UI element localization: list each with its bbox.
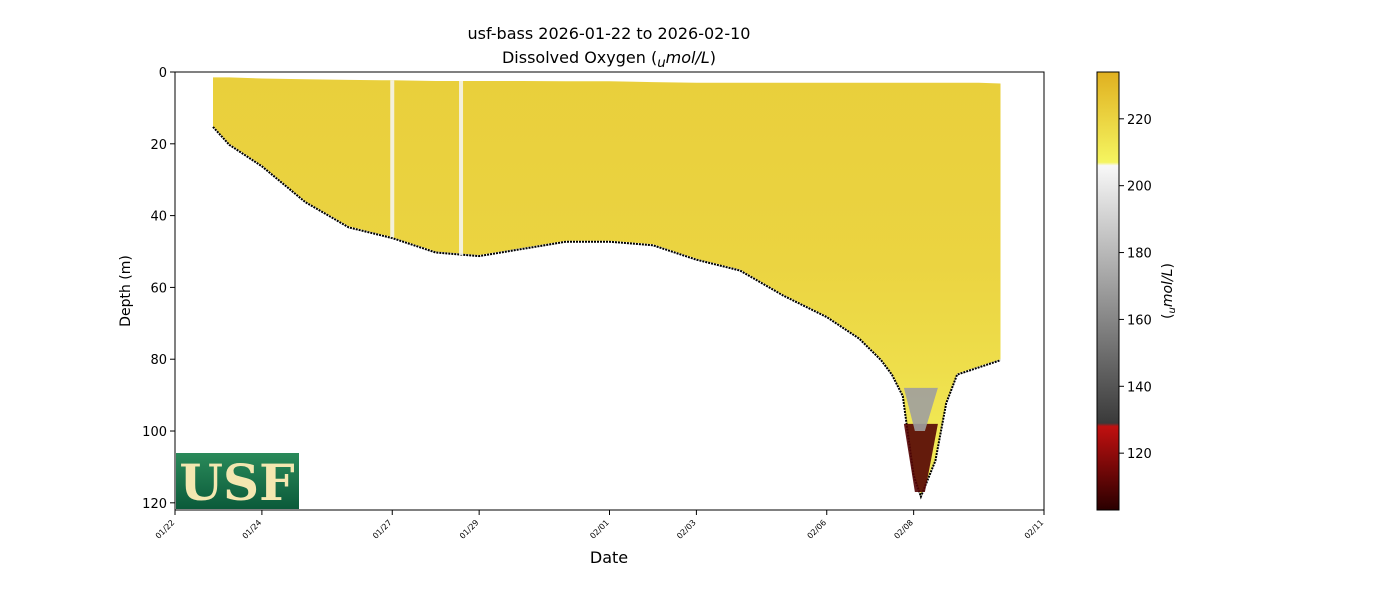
data-layer	[212, 77, 1001, 500]
low-oxygen-pocket	[903, 423, 938, 493]
x-tick-label: 02/08	[892, 518, 915, 541]
chart-subtitle-unit: mol/L	[665, 48, 710, 67]
colorbar-tick-label: 220	[1127, 113, 1152, 128]
colorbar: 120 140 160 180 200 220	[1096, 71, 1152, 511]
streak-band	[390, 80, 395, 238]
x-tick-label: 02/11	[1023, 518, 1046, 541]
y-tick-label: 20	[150, 138, 167, 153]
chart-subtitle-main: Dissolved Oxygen (	[501, 48, 658, 67]
oxygen-section	[213, 77, 1001, 496]
colorbar-tick-label: 140	[1127, 380, 1152, 395]
x-tick-label: 01/27	[371, 518, 394, 541]
colorbar-gradient	[1096, 71, 1120, 511]
x-axis-label: Date	[590, 548, 628, 567]
x-tick-label: 02/01	[588, 518, 611, 541]
y-tick-label: 120	[142, 497, 167, 512]
chart-subtitle: Dissolved Oxygen (umol/L)	[174, 48, 1044, 71]
logo-background	[176, 453, 299, 509]
colorbar-label-unit: mol/L	[1160, 269, 1176, 308]
chart-title: usf-bass 2026-01-22 to 2026-02-10	[467, 24, 751, 43]
colorbar-label-subscript: u	[1167, 307, 1178, 313]
usf-logo: USF	[176, 453, 299, 512]
x-tick-label: 02/03	[675, 518, 698, 541]
x-tick-label: 01/22	[154, 518, 177, 541]
x-tick-label: 01/29	[458, 518, 481, 541]
streak-band	[459, 80, 464, 256]
colorbar-tick-label: 120	[1127, 447, 1152, 462]
colorbar-label: (umol/L)	[1160, 263, 1178, 319]
y-tick-label: 60	[150, 281, 167, 296]
x-tick-label: 02/06	[805, 518, 828, 541]
logo-text: USF	[179, 453, 294, 512]
chart-subtitle-close: )	[709, 48, 717, 67]
y-tick-label: 80	[150, 353, 167, 368]
y-tick-label: 40	[150, 210, 167, 225]
colorbar-tick-label: 180	[1127, 247, 1152, 262]
bottom-edge-line	[212, 126, 1001, 500]
transition-band	[903, 387, 938, 432]
chart-subtitle-subscript: u	[657, 56, 666, 72]
plot-area: USF	[176, 77, 1001, 512]
y-tick-label: 100	[142, 425, 167, 440]
colorbar-tick-label: 160	[1127, 313, 1152, 328]
y-axis-label: Depth (m)	[118, 255, 134, 327]
y-tick-label: 0	[159, 66, 167, 81]
colorbar-tick-label: 200	[1127, 180, 1152, 195]
x-tick-label: 01/24	[241, 518, 264, 541]
